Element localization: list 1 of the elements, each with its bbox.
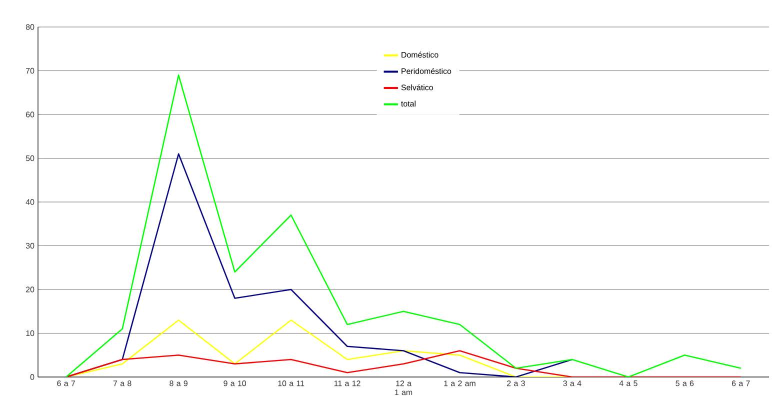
- line-series: [65, 74, 742, 377]
